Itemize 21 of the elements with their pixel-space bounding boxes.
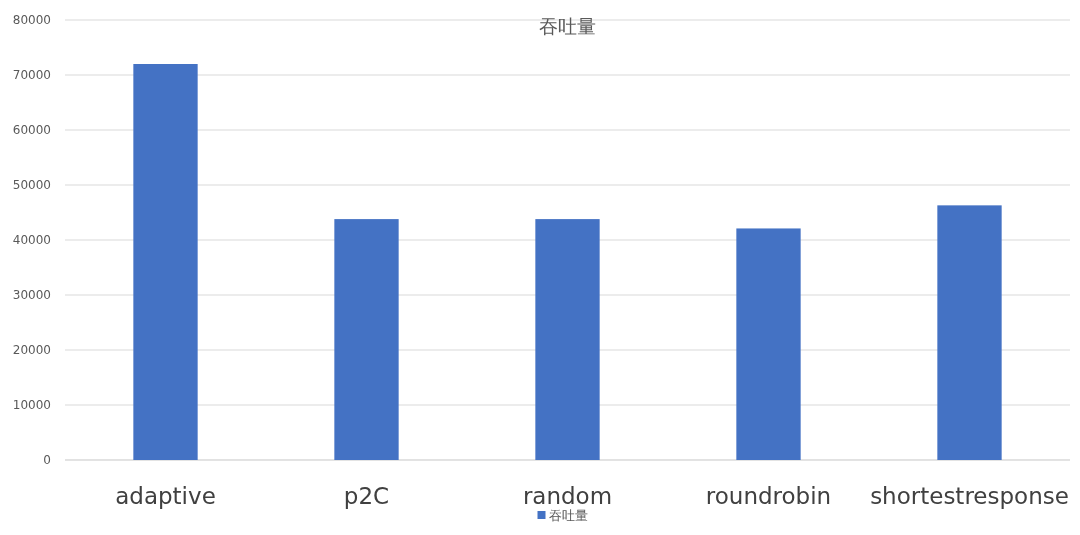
x-tick-label: shortestresponse: [870, 483, 1069, 509]
bar: [736, 228, 801, 460]
y-tick-label: 70000: [12, 68, 51, 82]
y-tick-label: 20000: [12, 343, 51, 357]
x-tick-label: roundrobin: [705, 483, 832, 509]
y-tick-label: 80000: [12, 13, 51, 27]
y-tick-label: 10000: [12, 398, 51, 412]
x-tick-label: p2C: [343, 483, 390, 509]
y-tick-label: 30000: [12, 288, 51, 302]
x-tick-label: random: [522, 483, 613, 509]
bar: [133, 64, 198, 460]
bar: [334, 219, 399, 460]
y-tick-label: 60000: [12, 123, 51, 137]
y-tick-label: 40000: [12, 233, 51, 247]
y-tick-label: 50000: [12, 178, 51, 192]
chart-title: 吞吐量: [539, 15, 596, 37]
legend-label: 吞吐量: [548, 508, 588, 523]
bar: [937, 205, 1002, 460]
y-tick-label: 0: [43, 453, 51, 467]
x-tick-label: adaptive: [115, 483, 216, 509]
bar: [535, 219, 600, 460]
